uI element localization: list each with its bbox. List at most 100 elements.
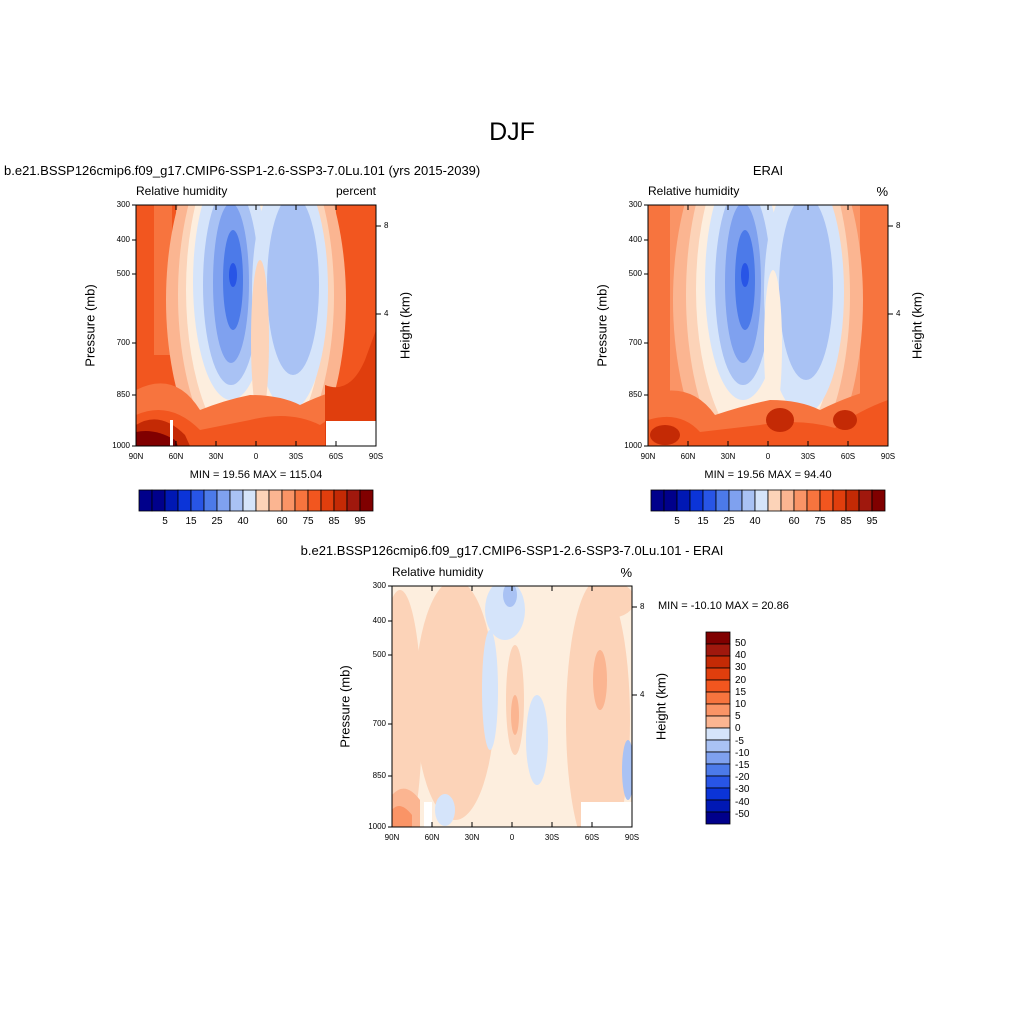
colorbar1-box (203, 489, 218, 512)
panel1-xtick-label: 60N (168, 452, 184, 461)
colorbar2-box (832, 489, 847, 512)
colorbar1-box (359, 489, 374, 512)
colorbar3-label: -50 (735, 808, 750, 820)
colorbar2-box (650, 489, 665, 512)
panel1-ytick-label: 850 (116, 390, 130, 399)
panel3-y2label: Height (km) (653, 672, 669, 741)
panel1-ytick-label: 300 (116, 200, 130, 209)
colorbar1-box (229, 489, 244, 512)
panel1-ytick-label: 1000 (112, 441, 130, 450)
axes-layer (132, 204, 893, 828)
panel3-xtick-label: 30S (544, 833, 560, 842)
panel2-xtick-label: 30S (800, 452, 816, 461)
colorbar2-label: 60 (788, 516, 800, 527)
colorbar2-box (871, 489, 886, 512)
colorbar3-box (705, 703, 731, 717)
colorbar1-box (268, 489, 283, 512)
panel2-units: % (876, 184, 888, 199)
colorbar3-box (705, 643, 731, 657)
colorbar3-label: -5 (735, 735, 744, 747)
colorbar3-box (705, 751, 731, 765)
panel1-xtick-label: 90N (128, 452, 144, 461)
colorbar1-label: 75 (302, 516, 314, 527)
colorbar2-label: 15 (697, 516, 709, 527)
panel1-y2tick-label: 4 (384, 309, 389, 318)
panel1-xtick-label: 60S (328, 452, 344, 461)
colorbar2-box (819, 489, 834, 512)
panel3-units: % (620, 565, 632, 580)
panel2-y2tick-label: 4 (896, 309, 901, 318)
panel3-ytick-label: 400 (372, 616, 386, 625)
panel1-units: percent (335, 184, 376, 198)
panel2-title: ERAI (752, 163, 784, 178)
colorbar1-label: 25 (211, 516, 223, 527)
panel3-ytick-label: 850 (372, 771, 386, 780)
colorbar1-box (320, 489, 335, 512)
colorbar1-label: 95 (354, 516, 366, 527)
panel1-ytick-label: 700 (116, 338, 130, 347)
panel3-xtick-label: 90S (624, 833, 640, 842)
colorbar3-box (705, 727, 731, 741)
colorbar1-box (138, 489, 153, 512)
panel2-ytick-label: 500 (628, 269, 642, 278)
colorbar3-box (705, 763, 731, 777)
colorbar2-box (702, 489, 717, 512)
colorbar3-label: 15 (735, 686, 747, 698)
panel2-xtick-label: 90S (880, 452, 896, 461)
panel3-ytick-label: 300 (372, 581, 386, 590)
panel3-xtick-label: 0 (509, 833, 515, 842)
panel1-xtick-label: 90S (368, 452, 384, 461)
colorbar1-label: 40 (237, 516, 249, 527)
panel2-ytick-label: 700 (628, 338, 642, 347)
colorbar2-box (780, 489, 795, 512)
colorbar3-box (705, 655, 731, 669)
panel2-ytick-label: 850 (628, 390, 642, 399)
colorbar3-label: 50 (735, 638, 747, 649)
panel1-y2tick-label: 8 (384, 221, 389, 230)
panel3-title: b.e21.BSSP126cmip6.f09_g17.CMIP6-SSP1-2.… (300, 543, 724, 558)
colorbar2-label: 75 (814, 516, 826, 527)
colorbar2-label: 95 (866, 516, 878, 527)
colorbar2-box (715, 489, 730, 512)
panel2-ytick-label: 1000 (624, 441, 642, 450)
colorbar3-label: 0 (735, 723, 741, 735)
colorbar2-box (793, 489, 808, 512)
colorbar-layer (138, 489, 886, 825)
colorbar3-box (705, 631, 731, 645)
panel3-minmax: MIN = -10.10 MAX = 20.86 (658, 600, 789, 612)
panel1-y2label: Height (km) (397, 291, 413, 360)
colorbar3-label: 20 (735, 674, 747, 686)
colorbar2-box (689, 489, 704, 512)
colorbar3-label: 10 (735, 699, 747, 710)
colorbar1-label: 5 (162, 516, 168, 527)
colorbar1-box (164, 489, 179, 512)
panel1-variable: Relative humidity (136, 184, 228, 198)
panel1-xtick-label: 30N (208, 452, 224, 461)
panel3-xtick-label: 60S (584, 833, 600, 842)
colorbar3-label: 40 (735, 650, 747, 662)
panel3-variable: Relative humidity (392, 565, 484, 579)
colorbar2-box (728, 489, 743, 512)
colorbar2-label: 85 (840, 516, 852, 527)
colorbar2-label: 40 (749, 516, 761, 527)
colorbar1-box (307, 489, 322, 512)
panel3-xtick-label: 30N (464, 833, 480, 842)
panel2-xtick-label: 60N (680, 452, 696, 461)
panel2-xtick-label: 60S (840, 452, 856, 461)
panel2-field (648, 205, 888, 446)
colorbar3-box (705, 667, 731, 681)
colorbar3-box (705, 679, 731, 693)
colorbar1-box (333, 489, 348, 512)
colorbar1-box (294, 489, 309, 512)
panel3-ytick-label: 700 (372, 719, 386, 728)
panel3-ylabel: Pressure (mb) (337, 665, 353, 748)
panel2-y2label: Height (km) (909, 291, 925, 360)
panel3-field (392, 586, 632, 827)
panel2-variable: Relative humidity (648, 184, 740, 198)
colorbar3-box (705, 799, 731, 813)
colorbar3-box (705, 811, 731, 825)
panel3-xtick-label: 90N (384, 833, 400, 842)
panel2-xtick-label: 90N (640, 452, 656, 461)
colorbar3-label: 30 (735, 662, 747, 674)
colorbar3-label: -15 (735, 760, 750, 771)
